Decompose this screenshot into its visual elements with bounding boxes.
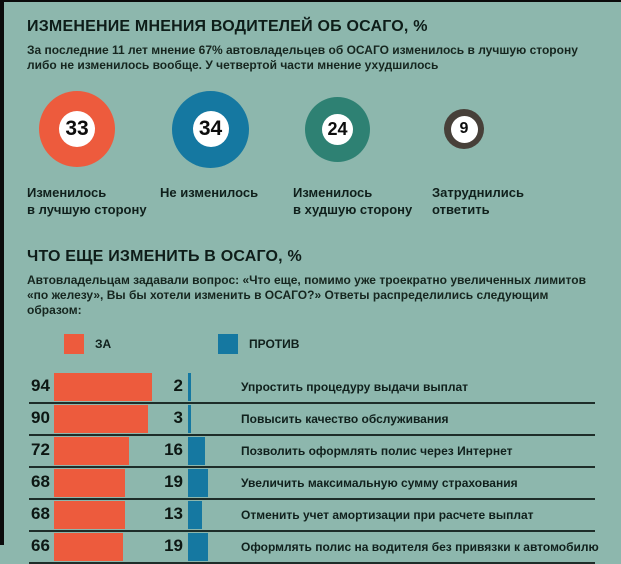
bubble-circle-worse: 24 — [305, 96, 370, 162]
bar-row: 68 13 Отменить учет амортизации при расч… — [29, 500, 595, 532]
protiv-bar — [188, 437, 205, 465]
legend-label-protiv: ПРОТИВ — [249, 337, 300, 351]
bubble-value-worse: 24 — [322, 113, 353, 145]
protiv-value: 16 — [164, 440, 183, 459]
bubble-circle-undecided: 9 — [444, 109, 484, 149]
bubble-better: 33 Изменилось в лучшую сторону — [27, 86, 160, 218]
row-label: Увеличить максимальную сумму страхования — [241, 476, 518, 490]
protiv-bar — [188, 469, 208, 497]
bar-row: 68 19 Увеличить максимальную сумму страх… — [29, 468, 595, 500]
za-bar — [54, 405, 148, 433]
bar-row: 90 3 Повысить качество обслуживания — [29, 404, 595, 436]
bar-row: 72 16 Позволить оформлять полис через Ин… — [29, 436, 595, 468]
protiv-value: 13 — [164, 504, 183, 523]
protiv-bar — [188, 373, 191, 401]
bubble-undecided: 9 Затруднились ответить — [432, 86, 596, 218]
za-value: 68 — [31, 472, 50, 491]
bubble-unchanged: 34 Не изменилось — [160, 86, 293, 218]
section-changes-description: Автовладельцам задавали вопрос: «Что еще… — [27, 273, 586, 317]
bubble-circle-better: 33 — [39, 91, 115, 167]
bubble-label-unchanged: Не изменилось — [160, 185, 259, 200]
bar-chart: 94 2 Упростить процедуру выдачи выплат 9… — [29, 372, 599, 564]
bar-row: 94 2 Упростить процедуру выдачи выплат — [29, 372, 595, 404]
za-bar — [54, 373, 152, 401]
legend: ЗА ПРОТИВ — [64, 333, 596, 355]
bubble-label-better: Изменилось в лучшую сторону — [27, 185, 147, 217]
bubble-value-better: 33 — [59, 111, 95, 147]
za-value: 68 — [31, 504, 50, 523]
section-changes-title: ЧТО ЕЩЕ ИЗМЕНИТЬ В ОСАГО, % — [27, 248, 302, 265]
row-label: Оформлять полис на водителя без привязки… — [241, 540, 599, 554]
row-label: Повысить качество обслуживания — [241, 412, 449, 426]
section-opinion-description: За последние 11 лет мнение 67% автовладе… — [27, 43, 578, 72]
legend-item-za: ЗА — [64, 334, 218, 354]
bubble-value-unchanged: 34 — [192, 111, 229, 147]
bubble-label-undecided: Затруднились ответить — [432, 185, 524, 217]
za-bar — [54, 533, 123, 561]
za-value: 90 — [31, 408, 50, 427]
za-value: 72 — [31, 440, 50, 459]
protiv-value: 2 — [173, 376, 183, 395]
za-value: 66 — [31, 536, 50, 555]
row-label: Упростить процедуру выдачи выплат — [241, 380, 469, 394]
za-bar — [54, 469, 125, 497]
row-label: Отменить учет амортизации при расчете вы… — [241, 508, 534, 522]
bubble-value-undecided: 9 — [450, 115, 478, 143]
protiv-bar — [188, 533, 208, 561]
section-opinion-title: ИЗМЕНЕНИЕ МНЕНИЯ ВОДИТЕЛЕЙ ОБ ОСАГО, % — [27, 18, 428, 35]
bubble-circle-unchanged: 34 — [172, 90, 249, 168]
row-label: Позволить оформлять полис через Интернет — [241, 444, 513, 458]
bubble-worse: 24 Изменилось в худшую сторону — [293, 86, 432, 218]
legend-swatch-protiv-icon — [218, 334, 238, 354]
protiv-value: 19 — [164, 536, 183, 555]
bubble-label-worse: Изменилось в худшую сторону — [293, 185, 413, 217]
bar-row: 66 19 Оформлять полис на водителя без пр… — [29, 532, 599, 564]
za-value: 94 — [31, 376, 50, 395]
legend-label-za: ЗА — [95, 337, 112, 351]
legend-item-protiv: ПРОТИВ — [218, 334, 299, 354]
za-bar — [54, 501, 125, 529]
protiv-value: 3 — [173, 408, 183, 427]
protiv-bar — [188, 405, 191, 433]
protiv-value: 19 — [164, 472, 183, 491]
protiv-bar — [188, 501, 202, 529]
legend-swatch-za-icon — [64, 334, 84, 354]
opinion-bubbles: 33 Изменилось в лучшую сторону 34 Не изм… — [27, 86, 596, 218]
za-bar — [54, 437, 129, 465]
